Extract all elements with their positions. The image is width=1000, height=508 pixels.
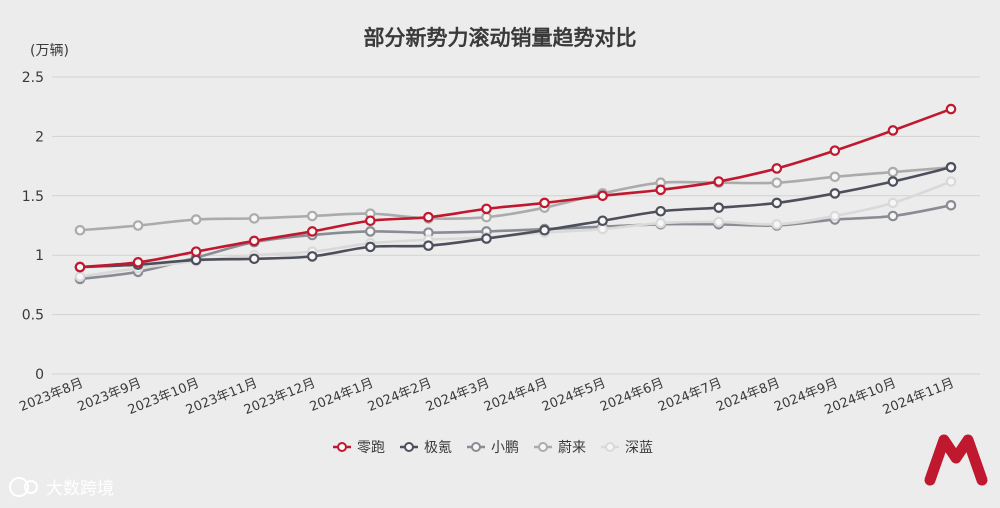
data-point	[655, 205, 666, 217]
data-point	[771, 177, 783, 189]
legend-item: 零跑	[333, 440, 385, 456]
data-point	[365, 241, 376, 253]
data-point	[713, 216, 725, 228]
data-point	[248, 213, 260, 224]
legend-item: 小鹏	[467, 440, 519, 456]
x-tick-label: 2024年8月	[714, 376, 782, 415]
data-point	[945, 176, 957, 187]
data-point	[829, 210, 841, 222]
series-lines	[74, 103, 957, 285]
brand-mark-icon	[924, 434, 988, 486]
data-point	[248, 253, 260, 265]
y-tick-label: 2.5	[22, 70, 44, 86]
x-tick-label: 2023年8月	[17, 376, 85, 415]
data-point	[74, 271, 86, 282]
data-point	[887, 197, 899, 209]
data-point	[481, 233, 492, 244]
x-axis-ticks: 2023年8月2023年9月2023年10月2023年11月2023年12月20…	[17, 376, 956, 418]
series-line	[79, 204, 952, 281]
y-axis-unit: (万辆)	[30, 43, 69, 59]
data-point	[713, 176, 725, 187]
data-point	[481, 203, 492, 215]
data-point	[945, 200, 957, 211]
data-point	[655, 184, 666, 196]
data-point	[829, 145, 841, 156]
x-tick-label: 2024年4月	[482, 376, 550, 415]
y-axis-ticks: 0 0.5 1 1.5 2 2.5	[22, 70, 44, 383]
watermark-logo-icon	[9, 477, 38, 497]
data-point	[945, 161, 957, 173]
data-point	[365, 215, 376, 227]
legend-label: 零跑	[357, 440, 385, 456]
data-point	[190, 214, 202, 225]
data-point	[423, 240, 434, 251]
chart-title: 部分新势力滚动销量趋势对比	[364, 26, 637, 50]
data-point	[481, 211, 492, 223]
data-point	[597, 223, 608, 235]
legend-marker	[337, 442, 347, 452]
x-tick-label: 2024年3月	[424, 376, 492, 415]
y-tick-label: 0.5	[22, 308, 44, 324]
legend-label: 深蓝	[625, 440, 653, 456]
data-point	[74, 224, 86, 236]
y-tick-label: 0	[35, 367, 44, 383]
data-point	[539, 197, 550, 209]
legend: 零跑 极氪 小鹏 蔚来 深蓝	[333, 440, 653, 456]
legend-marker	[605, 442, 615, 452]
data-point	[365, 226, 376, 237]
y-tick-label: 1.5	[22, 189, 44, 205]
legend-item: 极氪	[400, 440, 452, 456]
series-line	[79, 165, 952, 232]
data-point	[771, 163, 783, 174]
data-point	[539, 224, 550, 236]
data-point	[713, 202, 725, 213]
legend-item: 深蓝	[601, 440, 653, 456]
data-point	[597, 190, 608, 202]
legend-item: 蔚来	[534, 440, 586, 456]
data-point	[597, 215, 608, 227]
series-0	[74, 161, 957, 236]
x-tick-label: 2024年6月	[598, 376, 666, 415]
data-point	[306, 226, 318, 237]
data-point	[190, 254, 202, 266]
data-point	[132, 257, 144, 268]
legend-label: 蔚来	[558, 440, 586, 456]
data-point	[190, 246, 202, 257]
series-4	[74, 103, 957, 273]
legend-marker	[538, 442, 548, 452]
data-point	[306, 251, 318, 262]
data-point	[248, 235, 260, 247]
y-tick-label: 1	[35, 248, 44, 264]
data-point	[74, 261, 86, 273]
series-line	[79, 166, 952, 269]
data-point	[306, 210, 318, 222]
data-point	[132, 220, 144, 231]
data-point	[887, 166, 899, 178]
data-point	[423, 211, 434, 223]
data-point	[771, 197, 783, 209]
legend-marker	[404, 442, 414, 452]
data-point	[945, 103, 957, 115]
series-line	[79, 107, 952, 269]
legend-label: 小鹏	[491, 440, 519, 456]
data-point	[771, 219, 783, 230]
data-point	[829, 188, 841, 199]
y-tick-label: 2	[35, 129, 44, 145]
legend-marker	[471, 442, 481, 452]
legend-label: 极氪	[424, 440, 452, 456]
data-point	[829, 171, 841, 183]
data-point	[887, 210, 899, 222]
x-tick-label: 2024年1月	[308, 376, 376, 415]
x-tick-label: 2024年2月	[366, 376, 434, 415]
data-point	[887, 176, 899, 187]
gridlines	[52, 76, 980, 375]
data-point	[655, 217, 666, 229]
x-tick-label: 2024年7月	[656, 376, 724, 415]
watermark-text: 大数跨境	[46, 479, 114, 499]
x-tick-label: 2024年5月	[540, 376, 608, 415]
data-point	[887, 125, 899, 136]
